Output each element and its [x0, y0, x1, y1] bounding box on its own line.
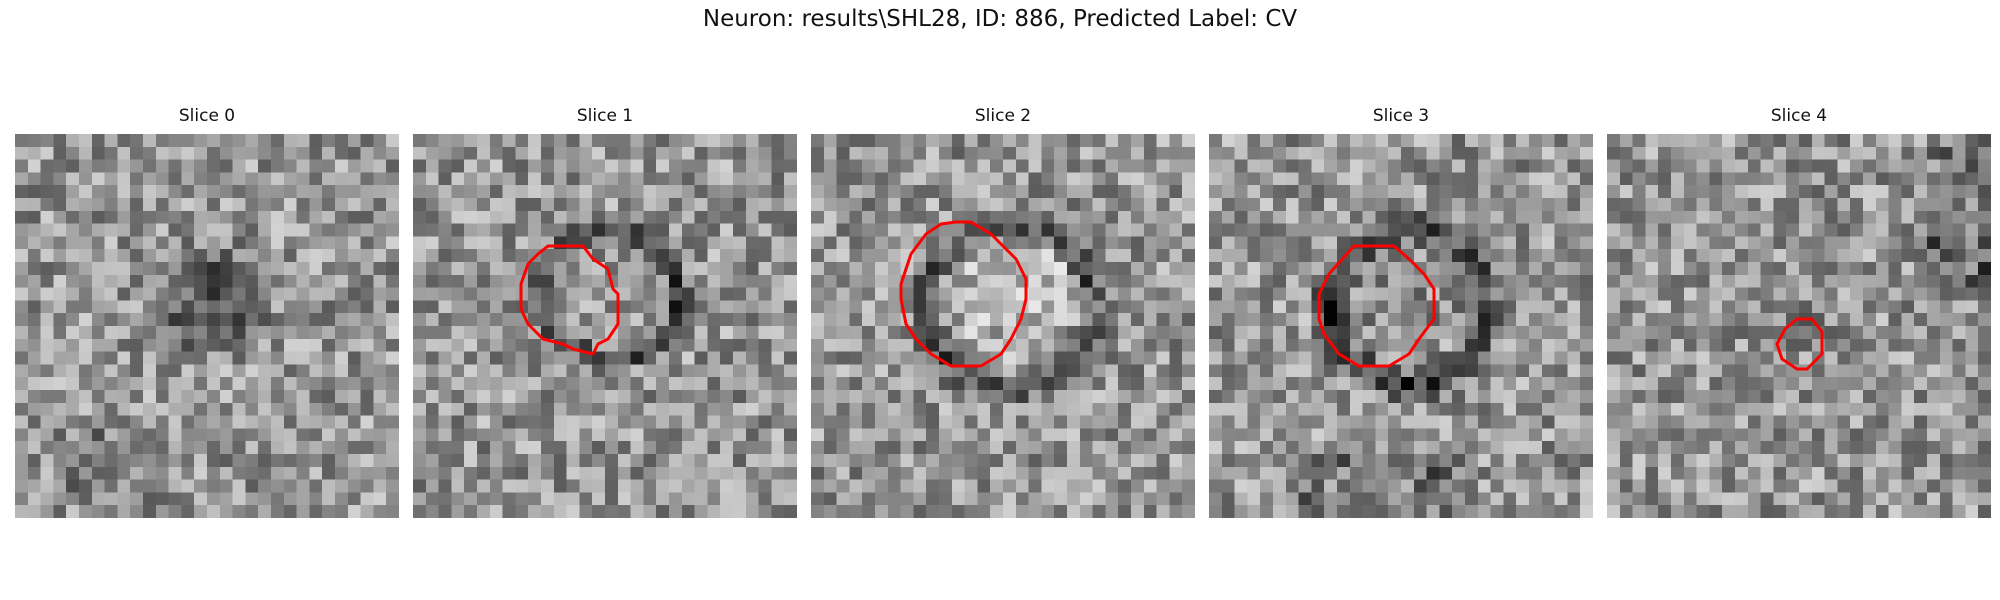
slice-title: Slice 4: [1770, 106, 1828, 126]
roi-outline-layer: [1317, 244, 1436, 368]
roi-outline-layer: [15, 134, 399, 518]
slice-image: [15, 134, 399, 518]
roi-outline-layer: [1775, 317, 1824, 371]
roi-outline: [1317, 244, 1436, 368]
slice-title: Slice 0: [178, 106, 236, 126]
roi-outline: [899, 220, 1028, 368]
roi-outline: [519, 244, 620, 356]
roi-outline: [1775, 317, 1824, 371]
slice-image: [1607, 134, 1991, 518]
roi-outline-layer: [899, 220, 1028, 368]
slice-image: [413, 134, 797, 518]
slice-image: [811, 134, 1195, 518]
slice-title: Slice 2: [974, 106, 1032, 126]
roi-outline-layer: [519, 244, 620, 356]
slice-image: [1209, 134, 1593, 518]
slice-title: Slice 1: [576, 106, 634, 126]
figure-title: Neuron: results\SHL28, ID: 886, Predicte…: [702, 6, 1298, 32]
slice-title: Slice 3: [1372, 106, 1430, 126]
